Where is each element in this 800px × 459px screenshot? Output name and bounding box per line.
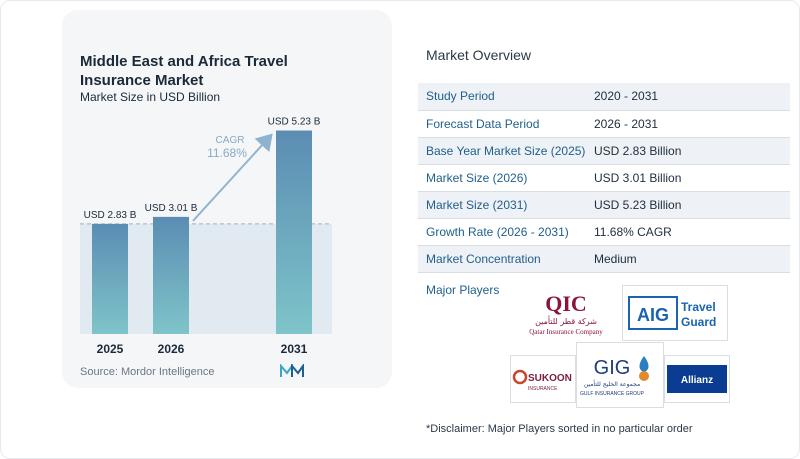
bar-chart: USD 2.83 B USD 3.01 B USD 5.23 B 2025 2026 2…	[80, 117, 332, 356]
overview-row: Study Period 2020 - 2031	[418, 83, 790, 111]
overview-row-value: Medium	[588, 245, 790, 273]
aig-logo-icon: AIG Travel Guard	[628, 296, 716, 330]
svg-text:Allianz: Allianz	[681, 375, 713, 386]
svg-text:SUKOON: SUKOON	[528, 373, 572, 384]
overview-table: Study Period 2020 - 2031 Forecast Data Per…	[418, 83, 790, 273]
overview-row: Market Size (2031) USD 5.23 Billion	[418, 191, 790, 219]
major-players-title: Major Players	[426, 283, 500, 297]
svg-text:GULF INSURANCE GROUP: GULF INSURANCE GROUP	[580, 391, 645, 397]
bar-value-label: USD 5.23 B	[268, 117, 321, 128]
overview-row-label: Market Size (2031)	[418, 191, 588, 219]
svg-text:مجموعة الخليج للتأمين: مجموعة الخليج للتأمين	[584, 379, 640, 388]
chart-title: Middle East and Africa Travel Insurance …	[80, 53, 288, 89]
sukoon-logo-icon: SUKOON INSURANCE	[512, 369, 572, 392]
source-note: Source: Mordor Intelligence	[80, 366, 215, 378]
cagr-value: 11.68%	[207, 146, 247, 160]
gig-logo: GIG مجموعة الخليج للتأمين GULF INSURANCE…	[576, 342, 664, 408]
x-tick-label: 2025	[97, 342, 124, 356]
overview-row-value: 11.68% CAGR	[588, 218, 790, 246]
overview-row-value: USD 3.01 Billion	[588, 164, 790, 192]
overview-row: Base Year Market Size (2025) USD 2.83 Bil…	[418, 137, 790, 165]
overview-row-label: Market Concentration	[418, 245, 588, 273]
sukoon-logo: SUKOON INSURANCE	[510, 355, 576, 403]
overview-row-label: Market Size (2026)	[418, 164, 588, 192]
svg-text:Guard: Guard	[681, 315, 716, 329]
overview-row-label: Growth Rate (2026 - 2031)	[418, 218, 588, 246]
overview-row: Forecast Data Period 2026 - 2031	[418, 110, 790, 138]
x-tick-label: 2026	[158, 342, 185, 356]
overview-row-value: 2026 - 2031	[588, 110, 790, 138]
bar-value-label: USD 3.01 B	[145, 203, 198, 214]
overview-row-label: Study Period	[418, 83, 588, 111]
overview-row-label: Base Year Market Size (2025)	[418, 137, 588, 165]
svg-text:شركة قطر للتأمين: شركة قطر للتأمين	[535, 315, 597, 326]
allianz-logo-icon: Allianz	[667, 365, 727, 393]
mordor-logo-icon	[280, 364, 304, 377]
qic-logo: QIC شركة قطر للتأمين Qatar Insurance Com…	[510, 285, 622, 341]
bar-2031	[276, 130, 312, 334]
overview-row: Market Size (2026) USD 3.01 Billion	[418, 164, 790, 192]
bar-2025	[92, 223, 128, 334]
overview-row: Market Concentration Medium	[418, 245, 790, 273]
svg-text:GIG: GIG	[594, 357, 631, 379]
svg-text:INSURANCE: INSURANCE	[528, 386, 558, 392]
aig-travel-guard-logo: AIG Travel Guard	[622, 285, 728, 341]
svg-text:Qatar Insurance Company: Qatar Insurance Company	[529, 328, 603, 336]
overview-row: Growth Rate (2026 - 2031) 11.68% CAGR	[418, 218, 790, 246]
bar-value-label: USD 2.83 B	[84, 210, 137, 221]
chart-subtitle: Market Size in USD Billion	[80, 90, 221, 104]
overview-title: Market Overview	[426, 47, 532, 63]
qic-logo-icon: QIC شركة قطر للتأمين Qatar Insurance Com…	[529, 291, 603, 336]
x-tick-label: 2031	[281, 342, 308, 356]
chart-card: Middle East and Africa Travel Insurance …	[62, 10, 392, 388]
overview-row-value: USD 2.83 Billion	[588, 137, 790, 165]
allianz-logo: Allianz	[664, 355, 730, 403]
cagr-arrow	[192, 133, 273, 222]
svg-text:Travel: Travel	[681, 300, 716, 314]
overview-row-value: 2020 - 2031	[588, 83, 790, 111]
cagr-label: CAGR	[216, 135, 245, 146]
svg-text:QIC: QIC	[545, 291, 587, 316]
disclaimer: *Disclaimer: Major Players sorted in no …	[426, 423, 693, 435]
svg-text:AIG: AIG	[637, 305, 669, 325]
gig-logo-icon: GIG مجموعة الخليج للتأمين GULF INSURANCE…	[580, 356, 649, 397]
overview-row-label: Forecast Data Period	[418, 110, 588, 138]
bar-2026	[153, 216, 189, 334]
overview-row-value: USD 5.23 Billion	[588, 191, 790, 219]
